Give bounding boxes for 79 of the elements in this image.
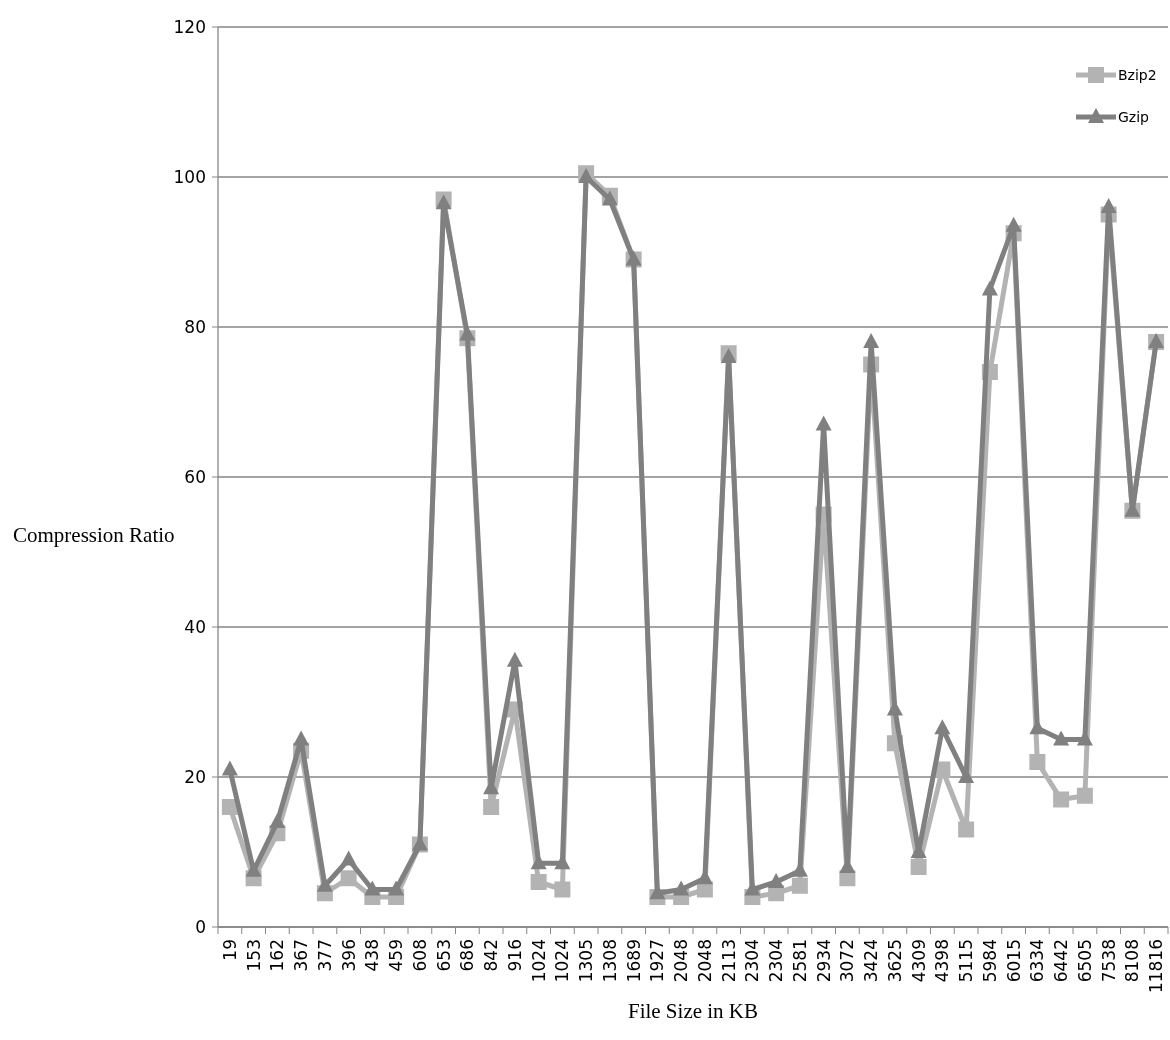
x-tick-label: 608	[409, 939, 430, 972]
point	[269, 813, 286, 828]
x-tick-label: 2934	[813, 939, 834, 983]
point	[791, 877, 808, 894]
x-tick-label: 3424	[861, 939, 882, 983]
x-tick-label: 396	[338, 939, 359, 972]
x-tick-label: 916	[504, 939, 525, 972]
x-tick-label: 2304	[742, 939, 763, 983]
x-tick-label: 7538	[1098, 939, 1119, 983]
point	[910, 859, 927, 875]
legend-label: Bzip2	[1118, 66, 1157, 83]
point	[768, 873, 785, 888]
x-tick-label: 1689	[623, 939, 644, 983]
x-tick-label: 5115	[956, 939, 977, 983]
x-tick-label: 162	[267, 939, 288, 972]
y-tick-label: 100	[173, 166, 206, 187]
y-tick-label: 80	[184, 316, 206, 337]
point	[483, 799, 500, 815]
y-tick-label: 60	[184, 466, 206, 487]
x-tick-label: 2113	[718, 939, 739, 983]
x-tick-label: 1024	[528, 939, 549, 983]
x-tick-label: 153	[243, 939, 264, 972]
y-axis-title: Compression Ratio	[13, 523, 175, 548]
x-axis-title: File Size in KB	[627, 999, 759, 1023]
point	[1053, 791, 1070, 808]
x-tick-label: 6015	[1003, 939, 1024, 983]
point	[245, 861, 262, 877]
x-tick-label: 3072	[837, 939, 858, 983]
point	[958, 821, 975, 838]
point	[554, 881, 571, 898]
x-tick-label: 11816	[1146, 939, 1167, 994]
point	[364, 880, 381, 896]
x-tick-label: 2304	[766, 939, 787, 983]
point	[506, 651, 523, 667]
x-tick-label: 6442	[1051, 939, 1072, 983]
legend-label: Gzip	[1118, 108, 1150, 125]
y-tick-label: 40	[184, 616, 206, 637]
x-tick-label: 6505	[1074, 939, 1095, 983]
x-tick-label: 1305	[576, 939, 597, 983]
point	[340, 870, 357, 887]
point	[1005, 216, 1022, 232]
x-tick-label: 4309	[908, 939, 929, 983]
point	[981, 280, 998, 296]
point	[459, 325, 476, 341]
point	[815, 415, 832, 431]
x-tick-label: 2048	[694, 939, 715, 983]
x-tick-label: 686	[457, 939, 478, 972]
x-tick-label: 3625	[884, 939, 905, 983]
point	[221, 760, 238, 776]
x-tick-label: 653	[433, 939, 454, 972]
x-tick-label: 1024	[552, 939, 573, 983]
point	[863, 333, 880, 348]
point	[1076, 787, 1093, 804]
point	[1053, 730, 1070, 746]
y-tick-label: 120	[173, 16, 206, 37]
y-tick-label: 0	[195, 916, 206, 937]
x-tick-label: 2581	[789, 939, 810, 983]
x-tick-label: 842	[481, 939, 502, 972]
x-tick-label: 19	[219, 939, 240, 961]
x-tick-label: 377	[314, 939, 335, 972]
x-tick-label: 1308	[599, 939, 620, 983]
point	[340, 850, 357, 866]
point	[1029, 754, 1046, 770]
x-tick-label: 6334	[1027, 939, 1048, 983]
x-tick-label: 1927	[647, 939, 668, 983]
point	[293, 730, 310, 746]
x-tick-label: 2048	[671, 939, 692, 983]
x-tick-label: 438	[362, 939, 383, 972]
x-tick-label: 8108	[1122, 939, 1143, 983]
x-tick-label: 5984	[979, 939, 1000, 983]
point	[530, 874, 547, 890]
x-tick-label: 459	[386, 939, 407, 972]
x-tick-label: 4398	[932, 939, 953, 983]
point	[388, 880, 405, 896]
point	[673, 880, 690, 896]
x-tick-label: 367	[291, 939, 312, 972]
point	[934, 719, 951, 735]
point	[1100, 198, 1117, 213]
y-tick-label: 20	[184, 766, 206, 787]
